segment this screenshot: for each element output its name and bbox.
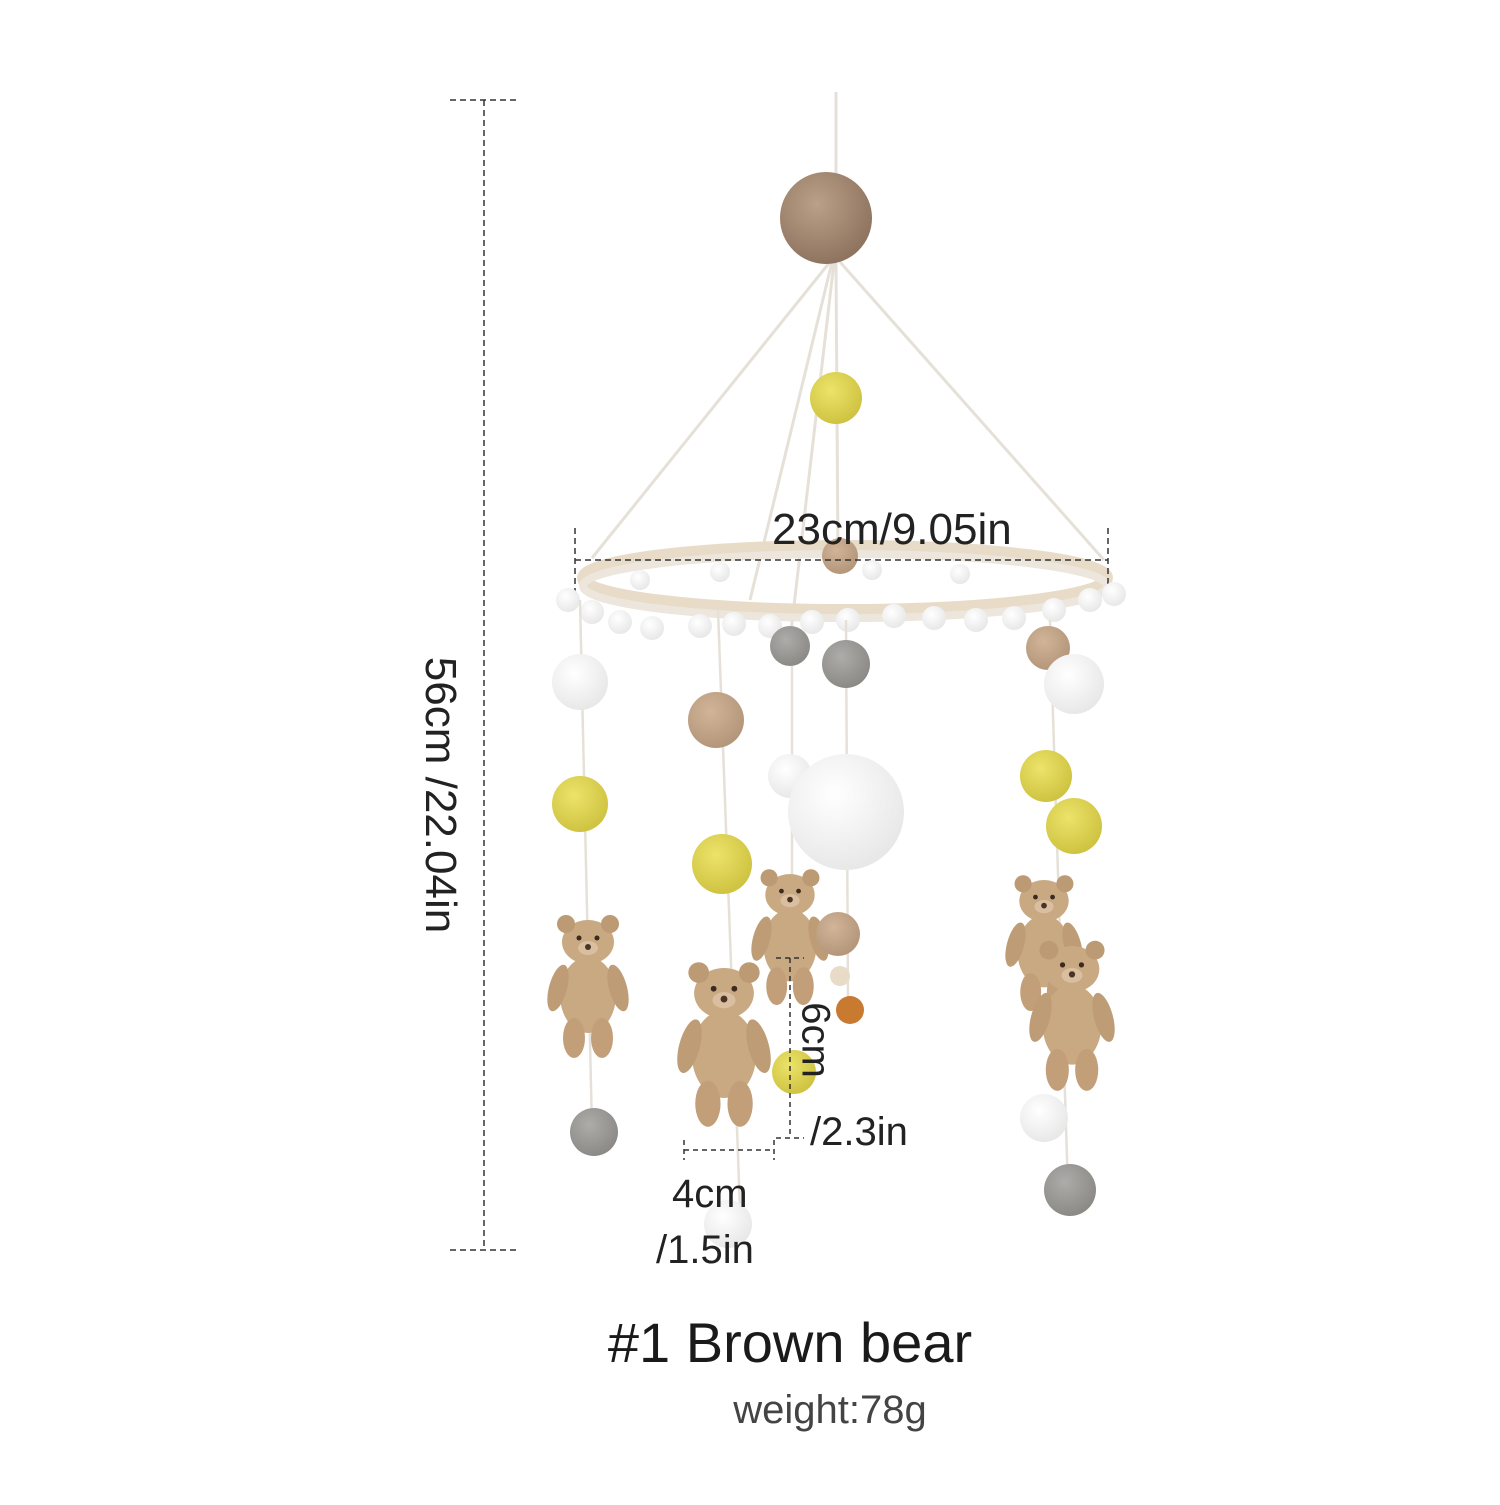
- yellow-ball: [772, 1050, 816, 1094]
- wooden-bead: [830, 966, 850, 986]
- tassel-length-cm-label: 6cm: [793, 1002, 838, 1078]
- grey-ball: [822, 640, 870, 688]
- product-title: #1 Brown bear: [607, 1311, 973, 1374]
- tassel-length-in-label: /2.3in: [810, 1110, 908, 1154]
- tan-ball: [688, 692, 744, 748]
- white-ball: [1020, 1094, 1068, 1142]
- bear-width-dimension-line: [683, 1140, 775, 1160]
- grey-ball: [770, 626, 810, 666]
- white-ball: [552, 654, 608, 710]
- small-bear-charm: [836, 996, 864, 1024]
- yellow-ball-upper: [810, 372, 862, 424]
- height-dimension-label: 56cm /22.04in: [416, 656, 465, 934]
- ring-dimension-line: [574, 528, 1109, 592]
- white-ball: [1044, 654, 1104, 714]
- bear-width-cm-label: 4cm: [672, 1172, 748, 1216]
- yellow-ball: [1046, 798, 1102, 854]
- brown-ball-ring: [822, 538, 858, 574]
- tassel-dimension-line: [776, 957, 804, 1139]
- grey-ball: [1044, 1164, 1096, 1216]
- bear-figure: [672, 962, 776, 1127]
- white-cloud-pompom: [788, 754, 904, 870]
- tan-ball: [816, 912, 860, 956]
- yellow-ball: [552, 776, 608, 832]
- ring-pompom-fringe: [556, 560, 1126, 640]
- grey-ball: [570, 1108, 618, 1156]
- height-dimension-line: [450, 99, 520, 1251]
- white-ball: [704, 1200, 752, 1248]
- bear-figure: [543, 915, 633, 1058]
- top-pompom: [780, 172, 872, 264]
- yellow-ball: [692, 834, 752, 894]
- bear-width-in-label: /1.5in: [656, 1228, 754, 1272]
- ring-diameter-label: 23cm/9.05in: [772, 505, 1012, 554]
- product-weight: weight:78g: [733, 1388, 927, 1432]
- yellow-ball: [1020, 750, 1072, 802]
